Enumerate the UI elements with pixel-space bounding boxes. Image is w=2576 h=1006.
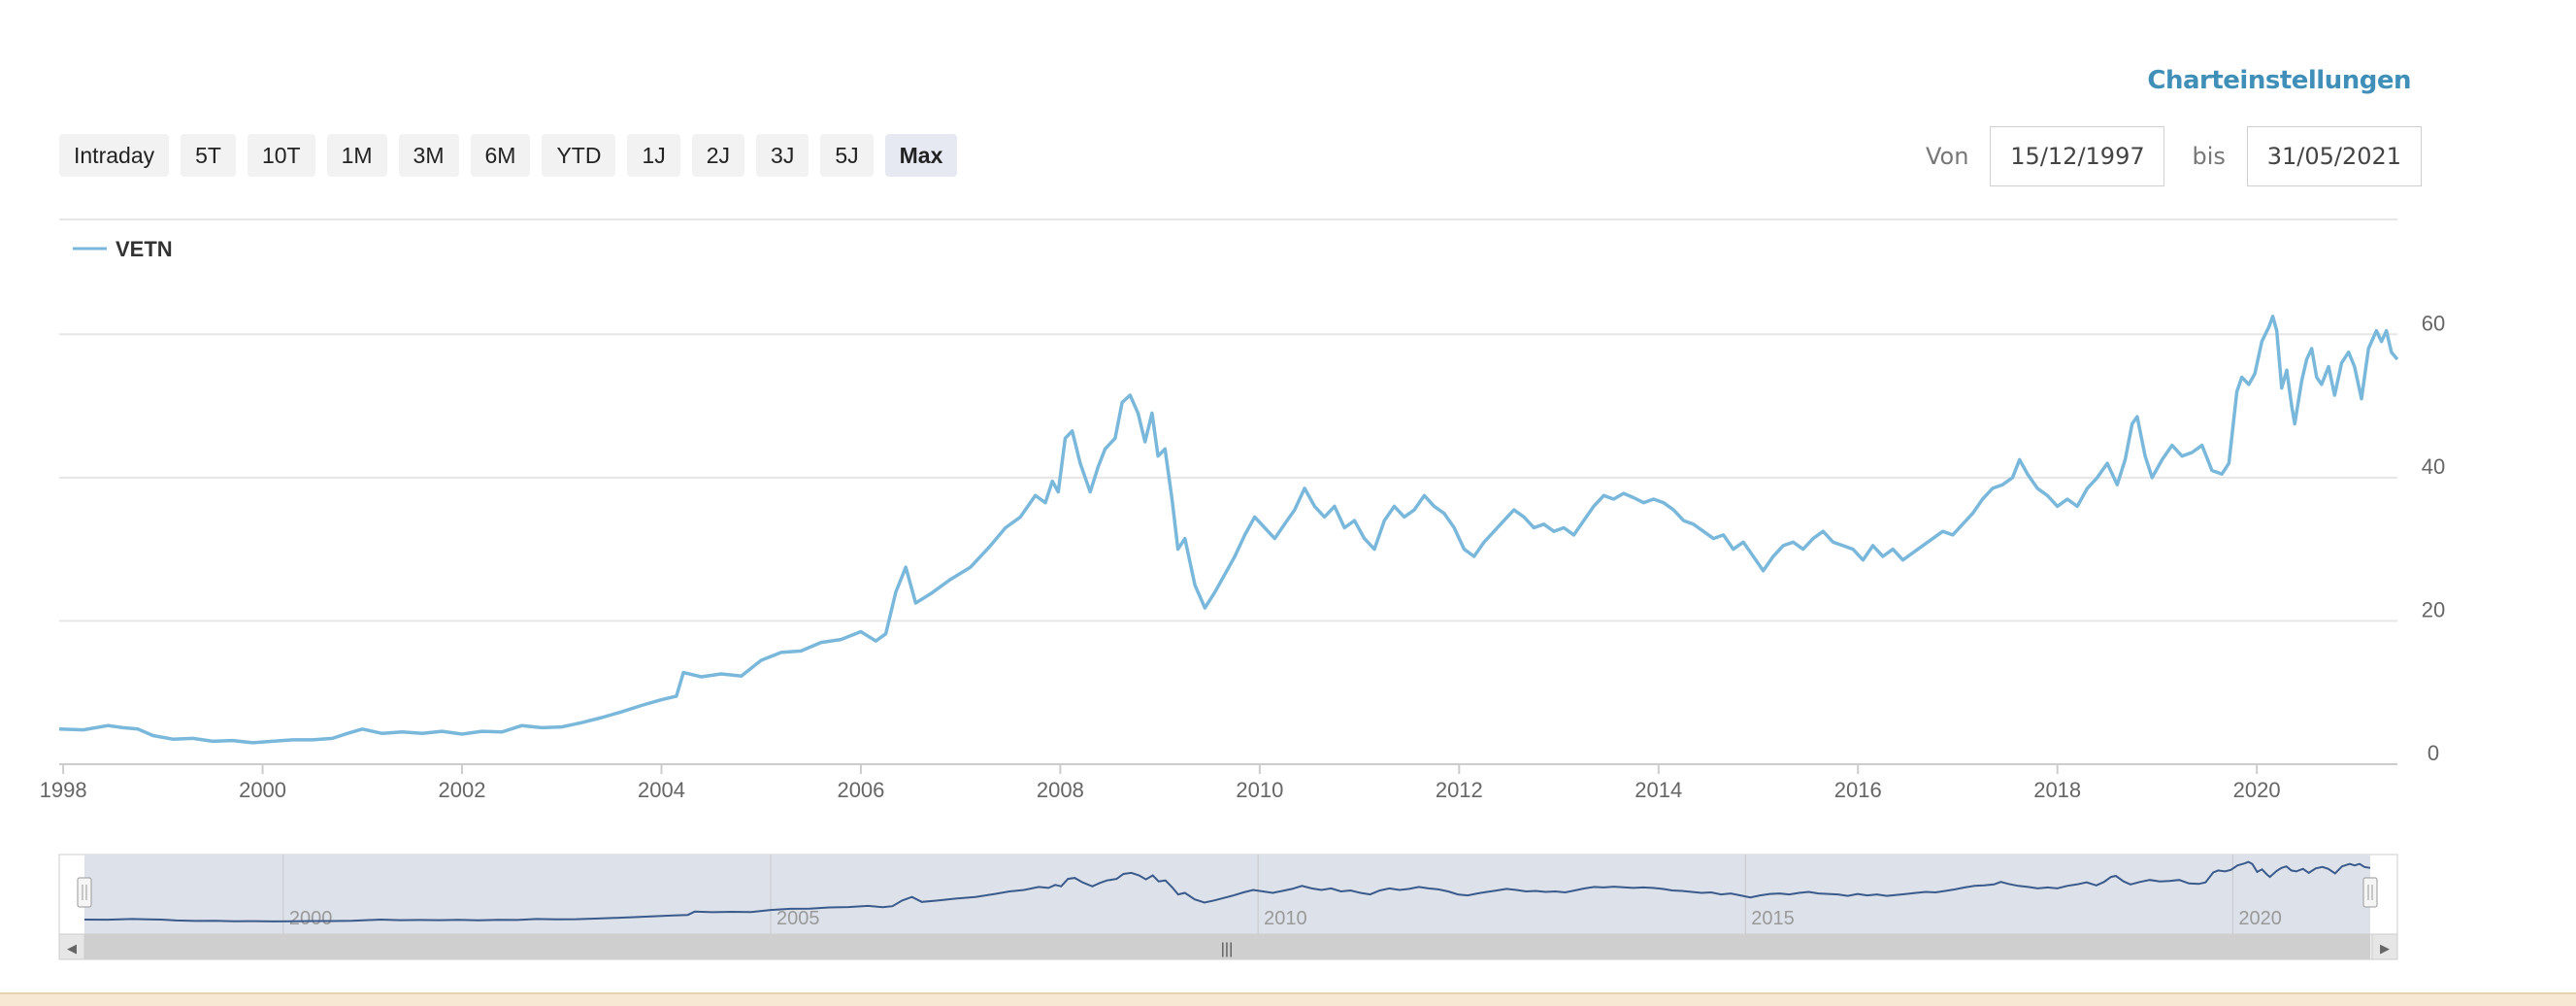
x-tick-label: 2006 (837, 778, 884, 802)
x-tick-label: 2012 (1436, 778, 1483, 802)
scrollbar-right-arrow-icon: ▶ (2380, 942, 2390, 956)
x-tick-label: 1998 (40, 778, 87, 802)
scrollbar-left-button[interactable] (58, 933, 85, 960)
x-tick-label: 2010 (1236, 778, 1283, 802)
range-button-max[interactable]: Max (884, 134, 958, 177)
y-tick-label: 0 (2427, 741, 2439, 765)
navigator-tick-label: 2020 (2238, 908, 2282, 929)
navigator-tick-label: 2015 (1751, 908, 1795, 929)
date-from-input[interactable]: 15/12/1997 (1990, 126, 2165, 186)
x-tick-label: 2002 (439, 778, 486, 802)
range-button-2j[interactable]: 2J (691, 134, 745, 177)
navigator[interactable]: 2000 2005 2010 2015 2020 (58, 854, 2398, 935)
page-bottom-strip (0, 992, 2576, 1006)
grid-lines (59, 333, 2397, 765)
x-tick-label: 2020 (2233, 778, 2281, 802)
navigator-right-handle[interactable] (2362, 877, 2378, 908)
range-button-group: Intraday 5T 10T 1M 3M 6M YTD 1J 2J 3J 5J… (59, 134, 958, 177)
y-axis: 0 20 40 60 (2422, 311, 2445, 765)
navigator-tick-label: 2005 (776, 908, 820, 929)
series-group (58, 315, 2399, 745)
navigator-tick-label: 2000 (289, 908, 333, 929)
range-button-5t[interactable]: 5T (181, 134, 236, 177)
date-to-label: bis (2192, 143, 2226, 170)
scrollbar[interactable]: ||| ◀ ▶ (58, 933, 2398, 960)
navigator-left-handle[interactable] (77, 877, 92, 908)
x-axis: 1998 2000 2002 2004 2006 2008 2010 2012 2014 2016… (40, 764, 2281, 802)
date-to-input[interactable]: 31/05/2021 (2246, 126, 2422, 186)
x-tick-label: 2004 (638, 778, 685, 802)
legend[interactable]: VETN (73, 237, 173, 261)
x-tick-label: 2014 (1635, 778, 1682, 802)
stock-chart: VETN 0 20 40 60 1998 2000 2002 2004 2006 2008 201… (40, 218, 2445, 960)
y-tick-label: 60 (2422, 311, 2445, 335)
x-tick-label: 2008 (1037, 778, 1084, 802)
y-tick-label: 20 (2422, 597, 2445, 621)
range-button-6m[interactable]: 6M (470, 134, 531, 177)
range-button-5j[interactable]: 5J (820, 134, 874, 177)
navigator-tick-label: 2010 (1264, 908, 1307, 929)
y-tick-label: 40 (2422, 454, 2445, 479)
series-line-vetn[interactable] (58, 315, 2399, 745)
range-button-ytd[interactable]: YTD (542, 134, 616, 177)
range-button-3j[interactable]: 3J (756, 134, 809, 177)
date-from-label: Von (1926, 143, 1969, 170)
scrollbar-right-button[interactable] (2371, 933, 2398, 960)
chart-settings-link[interactable]: Charteinstellungen (2147, 66, 2411, 95)
range-button-intraday[interactable]: Intraday (59, 134, 170, 177)
navigator-selection[interactable] (84, 855, 2370, 934)
x-tick-label: 2018 (2033, 778, 2081, 802)
navigator-grid: 2000 2005 2010 2015 2020 (282, 855, 2282, 934)
x-tick-label: 2016 (1834, 778, 1882, 802)
range-button-1j[interactable]: 1J (627, 134, 680, 177)
legend-label: VETN (116, 237, 173, 261)
date-range: Von 15/12/1997 bis 31/05/2021 (1926, 126, 2422, 186)
range-button-1m[interactable]: 1M (326, 134, 387, 177)
scrollbar-left-arrow-icon: ◀ (67, 942, 77, 956)
scrollbar-grip: ||| (1221, 941, 1233, 957)
range-button-10t[interactable]: 10T (247, 134, 315, 177)
scrollbar-thumb[interactable] (84, 934, 2370, 959)
range-button-3m[interactable]: 3M (398, 134, 459, 177)
x-tick-label: 2000 (239, 778, 286, 802)
navigator-series-line (83, 860, 2371, 922)
